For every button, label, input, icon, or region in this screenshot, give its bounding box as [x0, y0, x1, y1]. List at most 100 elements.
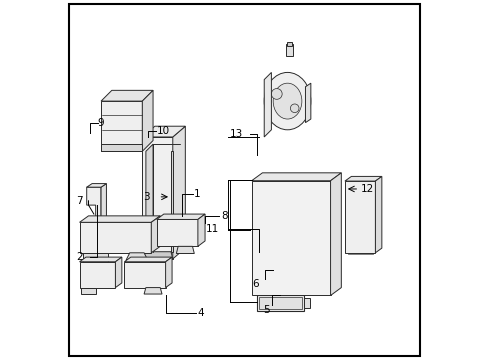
Bar [286, 42, 291, 45]
Bar [347, 202, 372, 211]
Bar [182, 221, 188, 244]
Polygon shape [176, 246, 194, 253]
Polygon shape [126, 253, 147, 260]
Bar [273, 184, 288, 201]
Text: 12: 12 [360, 184, 373, 194]
Polygon shape [101, 90, 153, 101]
Polygon shape [156, 214, 204, 220]
Bar [137, 264, 142, 285]
Text: 5: 5 [262, 305, 269, 315]
Polygon shape [86, 184, 106, 187]
Bar [257, 295, 303, 311]
Bar [312, 269, 324, 282]
Polygon shape [80, 216, 160, 222]
Polygon shape [344, 181, 375, 253]
Bar [171, 221, 177, 244]
Bar [99, 264, 104, 285]
Bar [347, 230, 372, 239]
Bar [256, 207, 268, 219]
Bar [347, 244, 372, 254]
Polygon shape [172, 126, 185, 259]
Polygon shape [375, 176, 381, 253]
Text: 11: 11 [206, 225, 219, 234]
Polygon shape [144, 288, 162, 294]
Bar [312, 207, 324, 219]
Bar [292, 267, 307, 284]
Bar [292, 205, 307, 222]
Bar [310, 184, 325, 201]
Polygon shape [171, 151, 172, 252]
Bar [255, 247, 270, 263]
Polygon shape [156, 220, 198, 246]
Polygon shape [303, 298, 309, 308]
Bar [292, 247, 307, 263]
Bar [273, 226, 288, 242]
Text: 2: 2 [76, 252, 82, 262]
Text: 1: 1 [194, 189, 201, 199]
Polygon shape [142, 126, 185, 137]
Polygon shape [80, 222, 151, 253]
Polygon shape [305, 83, 310, 123]
Text: 13: 13 [229, 130, 242, 139]
Bar [255, 205, 270, 222]
Bar [155, 264, 160, 285]
Bar [129, 264, 135, 285]
Bar [310, 205, 325, 222]
Polygon shape [124, 257, 172, 262]
Bar [258, 297, 301, 309]
Polygon shape [81, 288, 96, 294]
Ellipse shape [264, 72, 310, 130]
Polygon shape [251, 173, 341, 181]
Bar [293, 248, 305, 261]
Polygon shape [86, 187, 101, 226]
Bar [275, 248, 287, 261]
Polygon shape [142, 252, 172, 259]
Polygon shape [101, 144, 142, 151]
Text: 10: 10 [156, 126, 169, 135]
Polygon shape [101, 184, 106, 223]
Bar [292, 226, 307, 242]
Polygon shape [142, 90, 153, 151]
Bar [293, 269, 305, 282]
Bar [293, 227, 305, 240]
Text: 6: 6 [252, 279, 258, 289]
Text: 4: 4 [198, 308, 204, 318]
Bar [256, 269, 268, 282]
Polygon shape [165, 257, 172, 288]
Bar [256, 186, 268, 198]
Polygon shape [142, 137, 172, 259]
Bar [256, 227, 268, 240]
Bar [85, 264, 90, 285]
Bar [275, 186, 287, 198]
Bar [106, 264, 111, 285]
Bar [312, 186, 324, 198]
Bar [131, 224, 139, 251]
Circle shape [166, 192, 175, 201]
Bar [86, 224, 94, 251]
Bar [293, 186, 305, 198]
Bar [255, 267, 270, 284]
Bar [275, 269, 287, 282]
Bar [275, 227, 287, 240]
Circle shape [290, 104, 298, 113]
Bar [347, 187, 372, 197]
Bar [273, 247, 288, 263]
Bar [310, 267, 325, 284]
Polygon shape [264, 72, 271, 137]
Bar [292, 184, 307, 201]
Bar [255, 226, 270, 242]
Bar [255, 184, 270, 201]
Polygon shape [330, 173, 341, 296]
Polygon shape [151, 216, 160, 253]
Polygon shape [80, 257, 122, 262]
Polygon shape [251, 181, 330, 296]
Bar [97, 224, 105, 251]
Polygon shape [101, 101, 142, 151]
Polygon shape [344, 176, 381, 181]
Bar [293, 207, 305, 219]
Bar [275, 207, 287, 219]
Bar [145, 264, 151, 285]
Bar [310, 247, 325, 263]
Polygon shape [80, 262, 115, 288]
Bar [310, 226, 325, 242]
